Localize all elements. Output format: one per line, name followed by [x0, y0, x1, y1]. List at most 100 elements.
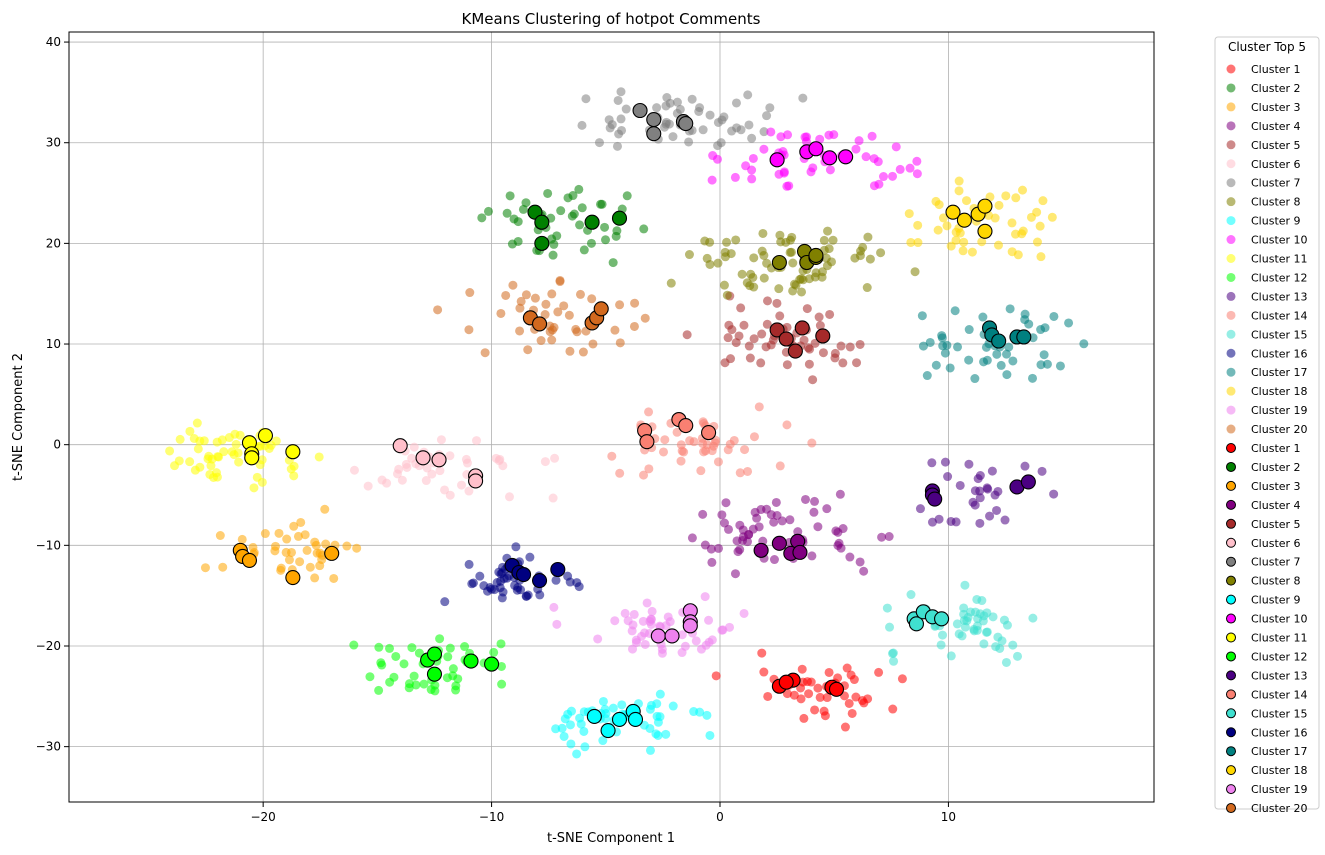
data-point-cluster-17 [918, 341, 928, 351]
legend-label: Cluster 4 [1251, 120, 1301, 133]
data-point-cluster-19 [677, 630, 687, 640]
data-point-cluster-5 [744, 341, 754, 351]
data-point-cluster-11 [165, 446, 175, 456]
data-point-cluster-20 [501, 290, 511, 300]
data-point-cluster-11 [189, 433, 199, 443]
data-point-cluster-12 [376, 658, 386, 668]
data-point-cluster-4 [724, 524, 734, 534]
data-point-cluster-13 [968, 497, 978, 507]
data-point-cluster-5 [723, 333, 733, 343]
legend-marker [1226, 102, 1236, 112]
data-point-cluster-7 [581, 94, 591, 104]
data-point-cluster-14 [676, 440, 686, 450]
legend-label: Cluster 2 [1251, 82, 1301, 95]
legend-items: Cluster 1 Cluster 2 Cluster 3 Cluster 4 Clus… [1226, 63, 1308, 815]
data-point-cluster-16 [475, 571, 485, 581]
data-point-cluster-4 [769, 555, 779, 565]
data-point-cluster-18 [904, 209, 914, 219]
data-point-cluster-12 [496, 639, 506, 649]
top5-point-cluster-19 [664, 628, 680, 644]
data-point-cluster-19 [610, 616, 620, 626]
y-tick-label: −30 [36, 740, 61, 754]
data-point-cluster-2 [601, 235, 611, 245]
data-point-cluster-5 [782, 360, 792, 370]
data-point-cluster-16 [496, 576, 506, 586]
data-point-cluster-3 [296, 517, 306, 527]
data-point-cluster-14 [685, 436, 695, 446]
legend-label: Cluster 17 [1251, 745, 1308, 758]
data-point-cluster-9 [566, 739, 576, 749]
data-point-cluster-18 [1047, 212, 1057, 222]
data-point-cluster-5 [756, 358, 766, 368]
data-point-cluster-14 [709, 441, 719, 451]
legend-label: Cluster 6 [1251, 158, 1301, 171]
top5-point-cluster-5 [787, 343, 803, 359]
top5-point-cluster-4 [753, 542, 769, 558]
data-point-cluster-13 [985, 511, 995, 521]
data-point-cluster-5 [763, 296, 773, 306]
data-point-cluster-17 [950, 306, 960, 316]
data-point-cluster-2 [548, 250, 558, 260]
data-point-cluster-20 [464, 325, 474, 335]
data-point-cluster-16 [572, 578, 582, 588]
data-point-cluster-5 [838, 358, 848, 368]
data-point-cluster-2 [543, 188, 553, 198]
data-point-cluster-4 [735, 545, 745, 555]
data-point-cluster-15 [1001, 657, 1011, 667]
data-point-cluster-7 [616, 114, 626, 124]
data-point-cluster-1 [763, 691, 773, 701]
data-point-cluster-10 [748, 153, 758, 163]
top5-point-cluster-6 [392, 438, 408, 454]
data-point-cluster-9 [559, 731, 569, 741]
data-point-cluster-7 [605, 123, 615, 133]
data-point-cluster-15 [995, 643, 1005, 653]
data-point-cluster-20 [615, 300, 625, 310]
data-point-cluster-1 [863, 694, 873, 704]
data-point-cluster-5 [855, 339, 865, 349]
data-point-cluster-7 [727, 126, 737, 136]
data-point-cluster-12 [385, 643, 395, 653]
data-point-cluster-8 [722, 290, 732, 300]
data-point-cluster-10 [895, 164, 905, 174]
data-point-cluster-2 [639, 224, 649, 234]
data-point-cluster-2 [547, 234, 557, 244]
legend-marker [1226, 424, 1236, 434]
data-point-cluster-3 [310, 537, 320, 547]
data-point-cluster-4 [730, 569, 740, 579]
data-point-cluster-18 [938, 213, 948, 223]
data-point-cluster-16 [535, 590, 545, 600]
data-point-cluster-4 [884, 532, 894, 542]
data-point-cluster-16 [522, 591, 532, 601]
data-point-cluster-8 [737, 269, 747, 279]
data-point-cluster-19 [680, 641, 690, 651]
data-point-cluster-14 [607, 451, 617, 461]
data-point-cluster-2 [586, 238, 596, 248]
data-point-cluster-13 [975, 471, 985, 481]
data-point-cluster-7 [617, 125, 627, 135]
data-point-cluster-20 [515, 303, 525, 313]
data-point-cluster-18 [993, 240, 1003, 250]
data-point-cluster-9 [645, 745, 655, 755]
legend-label: Cluster 9 [1251, 594, 1301, 607]
data-point-cluster-9 [560, 714, 570, 724]
data-point-cluster-6 [422, 463, 432, 473]
top5-point-cluster-7 [632, 102, 648, 119]
data-point-cluster-16 [440, 597, 450, 607]
data-point-cluster-1 [711, 671, 721, 681]
data-point-cluster-6 [457, 480, 467, 490]
data-point-cluster-12 [445, 643, 455, 653]
data-point-cluster-8 [666, 278, 676, 288]
data-point-cluster-18 [1011, 229, 1021, 239]
data-point-cluster-4 [698, 509, 708, 519]
data-point-cluster-12 [349, 640, 359, 650]
data-point-cluster-15 [946, 651, 956, 661]
data-point-cluster-20 [610, 325, 620, 335]
data-point-cluster-18 [906, 237, 916, 247]
data-point-cluster-11 [185, 457, 195, 467]
legend-marker [1226, 83, 1236, 93]
data-point-cluster-4 [721, 498, 731, 508]
data-point-cluster-13 [927, 517, 937, 527]
data-point-cluster-17 [917, 311, 927, 321]
data-point-cluster-13 [1020, 461, 1030, 471]
